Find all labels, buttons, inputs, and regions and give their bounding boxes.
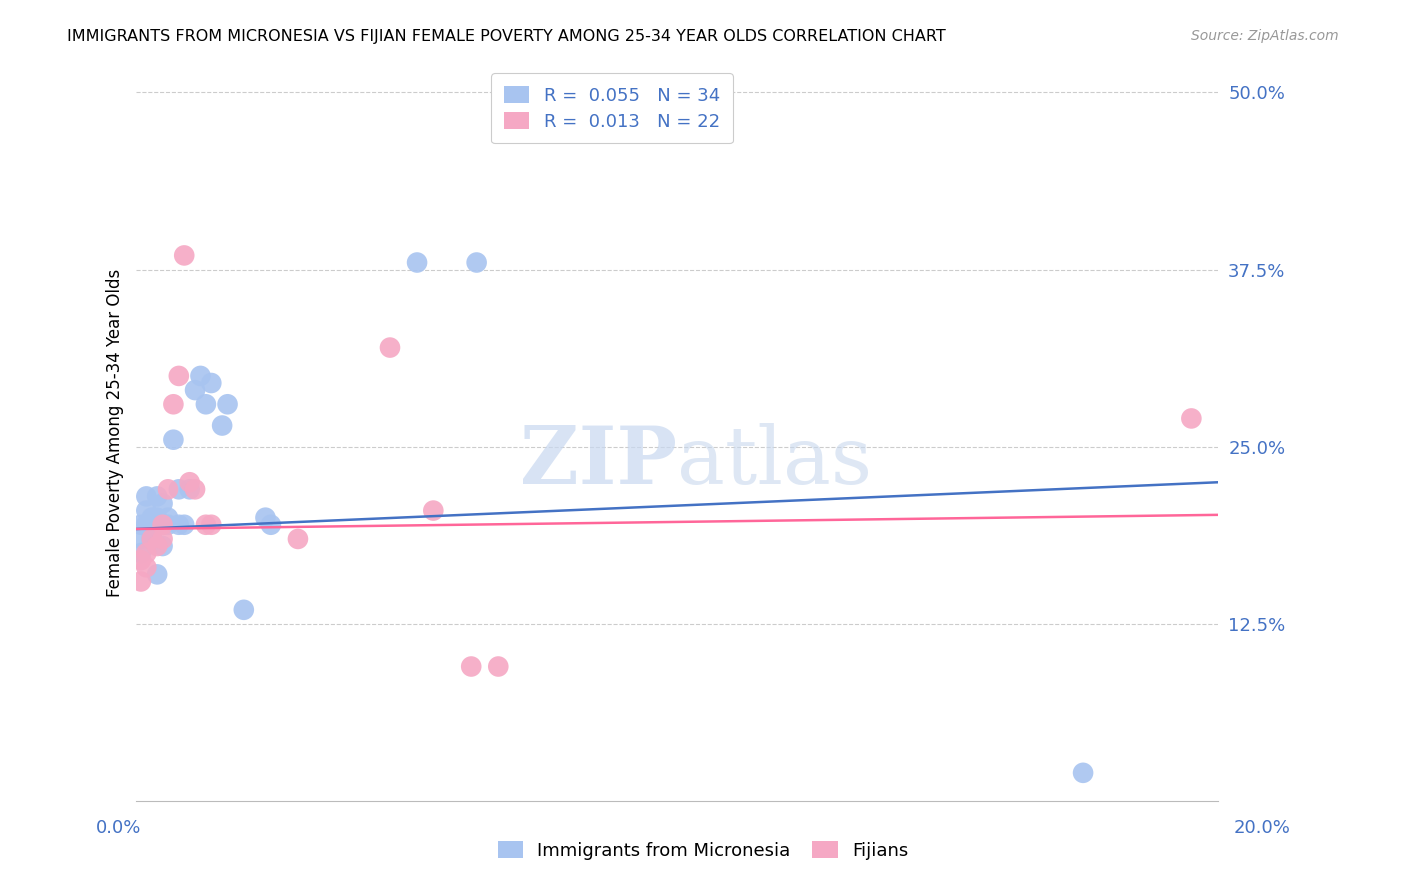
Point <box>179 483 201 497</box>
Point <box>194 397 217 411</box>
Legend: Immigrants from Micronesia, Fijians: Immigrants from Micronesia, Fijians <box>491 834 915 867</box>
Point <box>141 532 163 546</box>
Point <box>287 532 309 546</box>
Point <box>173 248 195 262</box>
Text: 0.0%: 0.0% <box>96 819 141 837</box>
Point <box>146 567 169 582</box>
Point <box>211 418 233 433</box>
Point <box>135 490 157 504</box>
Point <box>200 517 222 532</box>
Point <box>129 553 152 567</box>
Point <box>217 397 239 411</box>
Text: 20.0%: 20.0% <box>1234 819 1291 837</box>
Point <box>129 546 152 560</box>
Text: IMMIGRANTS FROM MICRONESIA VS FIJIAN FEMALE POVERTY AMONG 25-34 YEAR OLDS CORREL: IMMIGRANTS FROM MICRONESIA VS FIJIAN FEM… <box>67 29 946 44</box>
Point <box>173 517 195 532</box>
Point <box>129 574 152 589</box>
Point <box>167 483 190 497</box>
Text: atlas: atlas <box>676 423 872 501</box>
Y-axis label: Female Poverty Among 25-34 Year Olds: Female Poverty Among 25-34 Year Olds <box>107 268 124 597</box>
Point <box>129 517 152 532</box>
Point <box>156 517 179 532</box>
Point <box>135 517 157 532</box>
Point <box>146 490 169 504</box>
Point <box>254 510 277 524</box>
Point <box>465 255 488 269</box>
Point <box>167 517 190 532</box>
Point <box>194 517 217 532</box>
Point <box>141 510 163 524</box>
Point <box>146 510 169 524</box>
Point <box>135 560 157 574</box>
Point <box>152 517 174 532</box>
Point <box>232 603 254 617</box>
Legend: R =  0.055   N = 34, R =  0.013   N = 22: R = 0.055 N = 34, R = 0.013 N = 22 <box>491 73 733 144</box>
Point <box>135 546 157 560</box>
Point <box>156 483 179 497</box>
Point <box>378 341 401 355</box>
Point <box>460 659 482 673</box>
Point <box>162 433 184 447</box>
Point <box>162 397 184 411</box>
Point <box>200 376 222 390</box>
Point <box>129 532 152 546</box>
Text: ZIP: ZIP <box>520 423 676 501</box>
Point <box>152 496 174 510</box>
Point <box>486 659 509 673</box>
Point <box>190 368 212 383</box>
Point <box>179 475 201 490</box>
Point <box>406 255 429 269</box>
Point <box>184 383 207 397</box>
Point <box>156 510 179 524</box>
Point <box>184 483 207 497</box>
Point <box>152 517 174 532</box>
Point <box>141 524 163 539</box>
Point <box>135 503 157 517</box>
Point <box>1180 411 1202 425</box>
Point <box>152 532 174 546</box>
Point <box>152 539 174 553</box>
Point <box>422 503 444 517</box>
Point <box>260 517 283 532</box>
Point <box>167 368 190 383</box>
Point <box>1071 765 1094 780</box>
Point <box>146 539 169 553</box>
Point <box>141 532 163 546</box>
Text: Source: ZipAtlas.com: Source: ZipAtlas.com <box>1191 29 1339 43</box>
